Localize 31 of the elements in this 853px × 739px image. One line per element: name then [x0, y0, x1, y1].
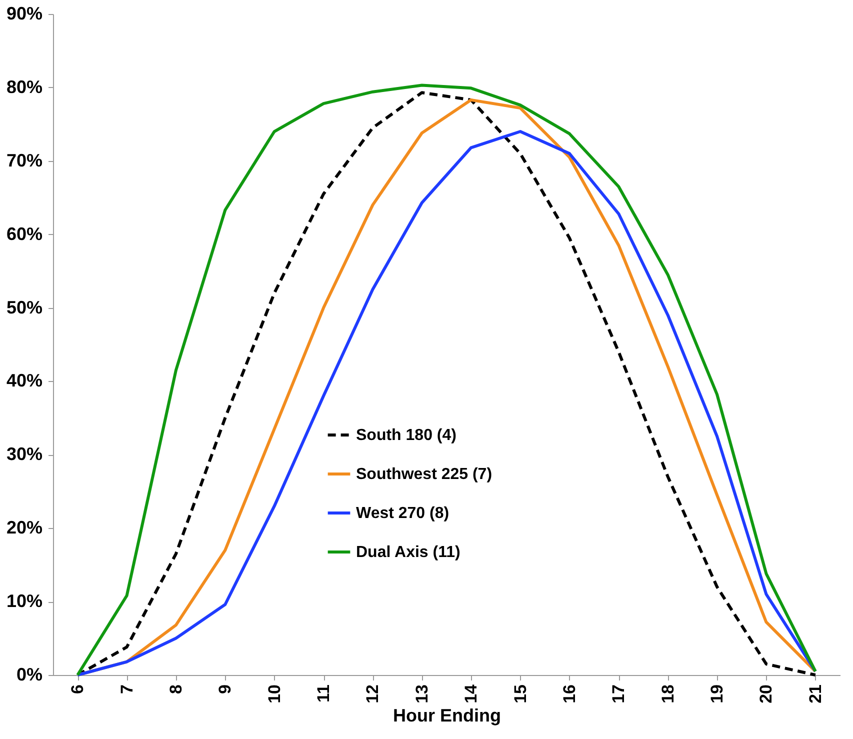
x-tick-label: 18 [658, 684, 678, 704]
y-tick-label: 30% [6, 444, 42, 464]
legend-label: Southwest 225 (7) [356, 466, 492, 483]
y-tick-label: 50% [6, 297, 42, 318]
y-tick-label: 40% [6, 370, 42, 391]
x-tick-label: 20 [756, 684, 776, 704]
legend-label: South 180 (4) [356, 427, 456, 444]
x-tick-label: 16 [560, 684, 579, 704]
x-tick-label: 17 [609, 684, 628, 704]
x-axis-title: Hour Ending [393, 705, 501, 726]
y-tick-label: 0% [16, 664, 42, 684]
y-tick-label: 10% [6, 591, 42, 612]
x-tick-label: 13 [412, 684, 432, 704]
y-tick-label: 20% [6, 518, 42, 538]
x-tick-label: 12 [363, 684, 382, 704]
legend-label: Dual Axis (11) [356, 544, 460, 561]
x-tick-label: 15 [510, 684, 530, 704]
y-tick-label: 90% [6, 4, 42, 24]
x-tick-label: 7 [117, 684, 136, 694]
x-tick-label: 11 [314, 684, 334, 702]
x-tick-label: 19 [708, 684, 727, 704]
y-tick-label: 70% [6, 150, 42, 170]
y-tick-label: 80% [6, 76, 42, 97]
x-tick-label: 21 [806, 684, 825, 704]
x-tick-label: 10 [264, 684, 284, 704]
legend-label: West 270 (8) [356, 505, 450, 522]
x-tick-label: 9 [216, 684, 235, 694]
x-tick-label: 8 [166, 684, 186, 694]
y-tick-label: 60% [6, 224, 42, 244]
x-tick-label: 6 [68, 684, 88, 694]
x-tick-label: 14 [462, 684, 481, 704]
